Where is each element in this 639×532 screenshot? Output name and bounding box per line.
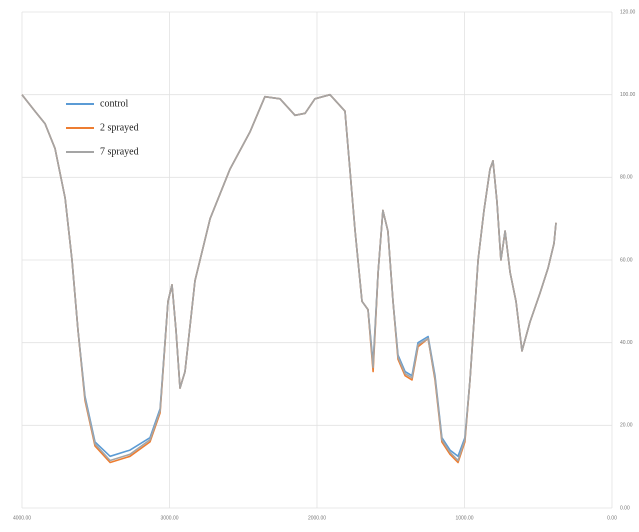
y-tick-label: 40.00 xyxy=(620,340,633,346)
y-tick-label: 60.00 xyxy=(620,257,633,263)
y-tick-label: 100.00 xyxy=(620,92,636,98)
x-tick-label: 3000.00 xyxy=(160,515,178,521)
x-tick-label: 1000.00 xyxy=(455,515,473,521)
series-line xyxy=(21,93,557,462)
y-tick-label: 0.00 xyxy=(620,505,630,511)
y-tick-label: 120.00 xyxy=(620,9,636,15)
y-tick-label: 20.00 xyxy=(620,423,633,429)
y-tick-label: 80.00 xyxy=(620,175,633,181)
x-tick-label: 0.00 xyxy=(607,515,617,521)
x-tick-label: 4000.00 xyxy=(13,515,31,521)
legend-label: 2 sprayed xyxy=(100,122,139,133)
x-tick-label: 2000.00 xyxy=(308,515,326,521)
legend-label: 7 sprayed xyxy=(100,146,139,157)
legend-label: control xyxy=(100,98,129,109)
